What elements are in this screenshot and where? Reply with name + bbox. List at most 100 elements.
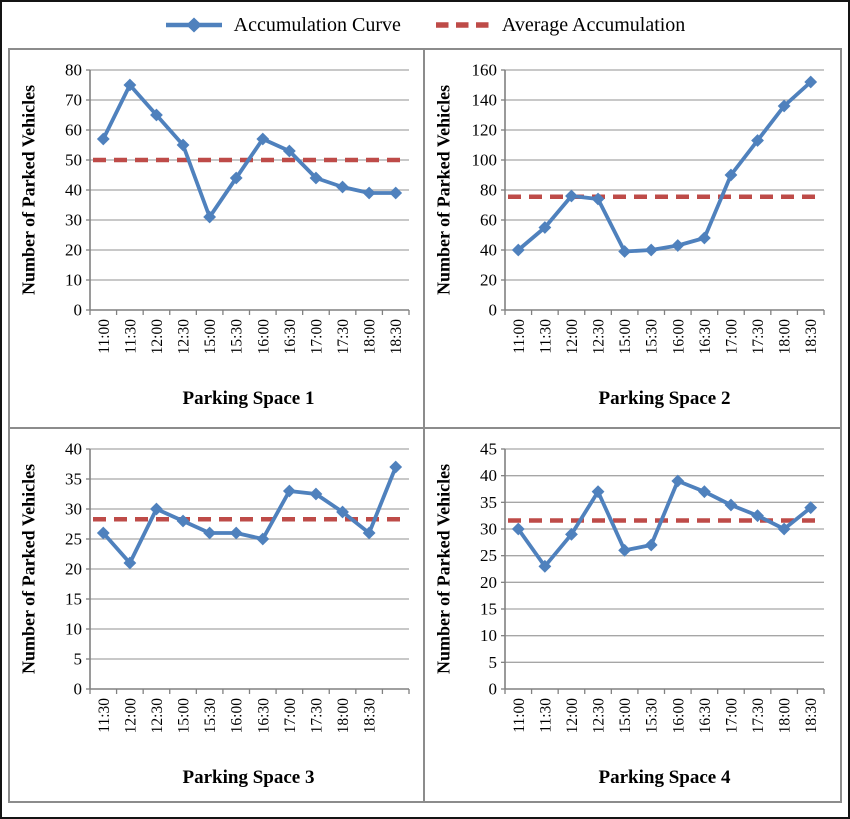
legend-item-accumulation-curve: Accumulation Curve <box>165 15 401 35</box>
parking-space-1-chart: 0 10 20 30 40 50 60 70 80 11:00 11:30 12:00 12:30 15:… <box>65 61 410 355</box>
svg-text:15:30: 15:30 <box>644 698 661 734</box>
svg-text:18:30: 18:30 <box>803 319 820 355</box>
svg-text:0: 0 <box>489 301 498 320</box>
svg-text:20: 20 <box>480 271 497 290</box>
svg-text:10: 10 <box>65 620 82 639</box>
svg-text:16:30: 16:30 <box>255 698 272 734</box>
svg-text:0: 0 <box>74 680 83 699</box>
chart-area: Number of Parked Vehicles 0 10 20 30 40 50 60 7… <box>16 54 423 390</box>
svg-text:11:30: 11:30 <box>537 698 554 733</box>
svg-text:20: 20 <box>65 560 82 579</box>
svg-text:17:00: 17:00 <box>723 319 740 355</box>
svg-text:140: 140 <box>472 91 498 110</box>
svg-text:18:30: 18:30 <box>803 698 820 734</box>
svg-text:40: 40 <box>65 181 82 200</box>
chart-title: Parking Space 1 <box>182 388 315 409</box>
svg-text:40: 40 <box>480 241 497 260</box>
svg-text:18:00: 18:00 <box>777 698 794 734</box>
svg-text:10: 10 <box>480 626 497 645</box>
svg-text:17:00: 17:00 <box>723 698 740 734</box>
svg-text:10: 10 <box>65 271 82 290</box>
svg-text:15:00: 15:00 <box>176 698 193 734</box>
average-accumulation-dash-icon <box>435 22 490 28</box>
y-axis-title: Number of Parked Vehicles <box>433 463 454 675</box>
parking-space-1-panel: Number of Parked Vehicles 0 10 20 30 40 50 60 7… <box>10 50 425 429</box>
svg-text:11:30: 11:30 <box>537 319 554 354</box>
legend-item-average-accumulation: Average Accumulation <box>435 15 685 35</box>
svg-text:17:30: 17:30 <box>335 319 352 355</box>
svg-text:16:00: 16:00 <box>670 698 687 734</box>
svg-text:16:00: 16:00 <box>670 319 687 355</box>
svg-text:16:30: 16:30 <box>697 319 714 355</box>
svg-text:12:00: 12:00 <box>564 698 581 734</box>
svg-text:120: 120 <box>472 121 498 140</box>
svg-text:17:30: 17:30 <box>750 319 767 355</box>
svg-text:30: 30 <box>65 500 82 519</box>
svg-text:18:00: 18:00 <box>362 319 379 355</box>
svg-text:30: 30 <box>480 520 497 539</box>
svg-text:15:00: 15:00 <box>617 698 634 734</box>
svg-text:18:30: 18:30 <box>388 319 405 355</box>
svg-text:11:00: 11:00 <box>511 698 528 733</box>
svg-text:12:00: 12:00 <box>149 319 166 355</box>
svg-text:16:30: 16:30 <box>282 319 299 355</box>
svg-text:30: 30 <box>65 211 82 230</box>
parking-space-4-panel: Number of Parked Vehicles 0 5 10 15 20 25 30 35… <box>425 429 840 801</box>
parking-space-4-chart: 0 5 10 15 20 25 30 35 40 45 11:00 11:30 12:00 12:30 15… <box>480 440 825 734</box>
svg-text:60: 60 <box>480 211 497 230</box>
accumulation-curve-line-icon <box>165 17 222 33</box>
chart-title: Parking Space 3 <box>182 767 315 788</box>
svg-text:16:00: 16:00 <box>255 319 272 355</box>
svg-text:15:00: 15:00 <box>202 319 219 355</box>
svg-text:40: 40 <box>480 466 497 485</box>
chart-area: Number of Parked Vehicles 0 5 10 15 20 25 30 35… <box>431 433 840 769</box>
svg-text:11:30: 11:30 <box>122 319 139 354</box>
svg-text:15:30: 15:30 <box>644 319 661 355</box>
svg-text:25: 25 <box>480 546 497 565</box>
svg-text:20: 20 <box>65 241 82 260</box>
svg-text:25: 25 <box>65 530 82 549</box>
svg-text:70: 70 <box>65 91 82 110</box>
svg-text:15:30: 15:30 <box>202 698 219 734</box>
chart-title: Parking Space 4 <box>598 767 731 788</box>
svg-text:5: 5 <box>489 653 498 672</box>
svg-text:160: 160 <box>472 61 498 80</box>
svg-text:11:30: 11:30 <box>96 698 113 733</box>
svg-text:18:00: 18:00 <box>777 319 794 355</box>
y-axis-title: Number of Parked Vehicles <box>18 463 39 675</box>
y-axis-title: Number of Parked Vehicles <box>18 84 39 296</box>
svg-text:35: 35 <box>480 493 497 512</box>
svg-text:12:30: 12:30 <box>591 698 608 734</box>
parking-space-3-panel: Number of Parked Vehicles 0 5 10 15 20 25 30 35… <box>10 429 425 801</box>
y-axis-title: Number of Parked Vehicles <box>433 84 454 296</box>
svg-text:15:00: 15:00 <box>617 319 634 355</box>
svg-text:12:00: 12:00 <box>564 319 581 355</box>
svg-text:5: 5 <box>74 650 83 669</box>
svg-text:18:30: 18:30 <box>362 698 379 734</box>
svg-text:17:00: 17:00 <box>308 319 325 355</box>
svg-text:16:30: 16:30 <box>697 698 714 734</box>
svg-text:12:00: 12:00 <box>122 698 139 734</box>
legend-label-accumulation-curve: Accumulation Curve <box>233 14 401 36</box>
parking-space-3-chart: 0 5 10 15 20 25 30 35 40 11:30 12:00 12:30 15:00 15:3… <box>65 440 410 734</box>
parking-space-2-panel: Number of Parked Vehicles 0 20 40 60 80 100 12… <box>425 50 840 429</box>
svg-text:100: 100 <box>472 151 498 170</box>
svg-text:15: 15 <box>480 600 497 619</box>
svg-text:20: 20 <box>480 573 497 592</box>
svg-text:80: 80 <box>480 181 497 200</box>
svg-text:60: 60 <box>65 121 82 140</box>
svg-text:12:30: 12:30 <box>149 698 166 734</box>
chart-area: Number of Parked Vehicles 0 5 10 15 20 25 30 35… <box>16 433 423 769</box>
svg-text:40: 40 <box>65 440 82 459</box>
svg-text:16:00: 16:00 <box>229 698 246 734</box>
svg-text:15: 15 <box>65 590 82 609</box>
svg-text:17:30: 17:30 <box>750 698 767 734</box>
chart-grid: Number of Parked Vehicles 0 10 20 30 40 50 60 7… <box>8 48 842 803</box>
svg-text:35: 35 <box>65 470 82 489</box>
svg-text:15:30: 15:30 <box>229 319 246 355</box>
chart-title: Parking Space 2 <box>598 388 731 409</box>
svg-text:17:00: 17:00 <box>282 698 299 734</box>
svg-text:12:30: 12:30 <box>591 319 608 355</box>
legend-label-average-accumulation: Average Accumulation <box>501 14 686 36</box>
